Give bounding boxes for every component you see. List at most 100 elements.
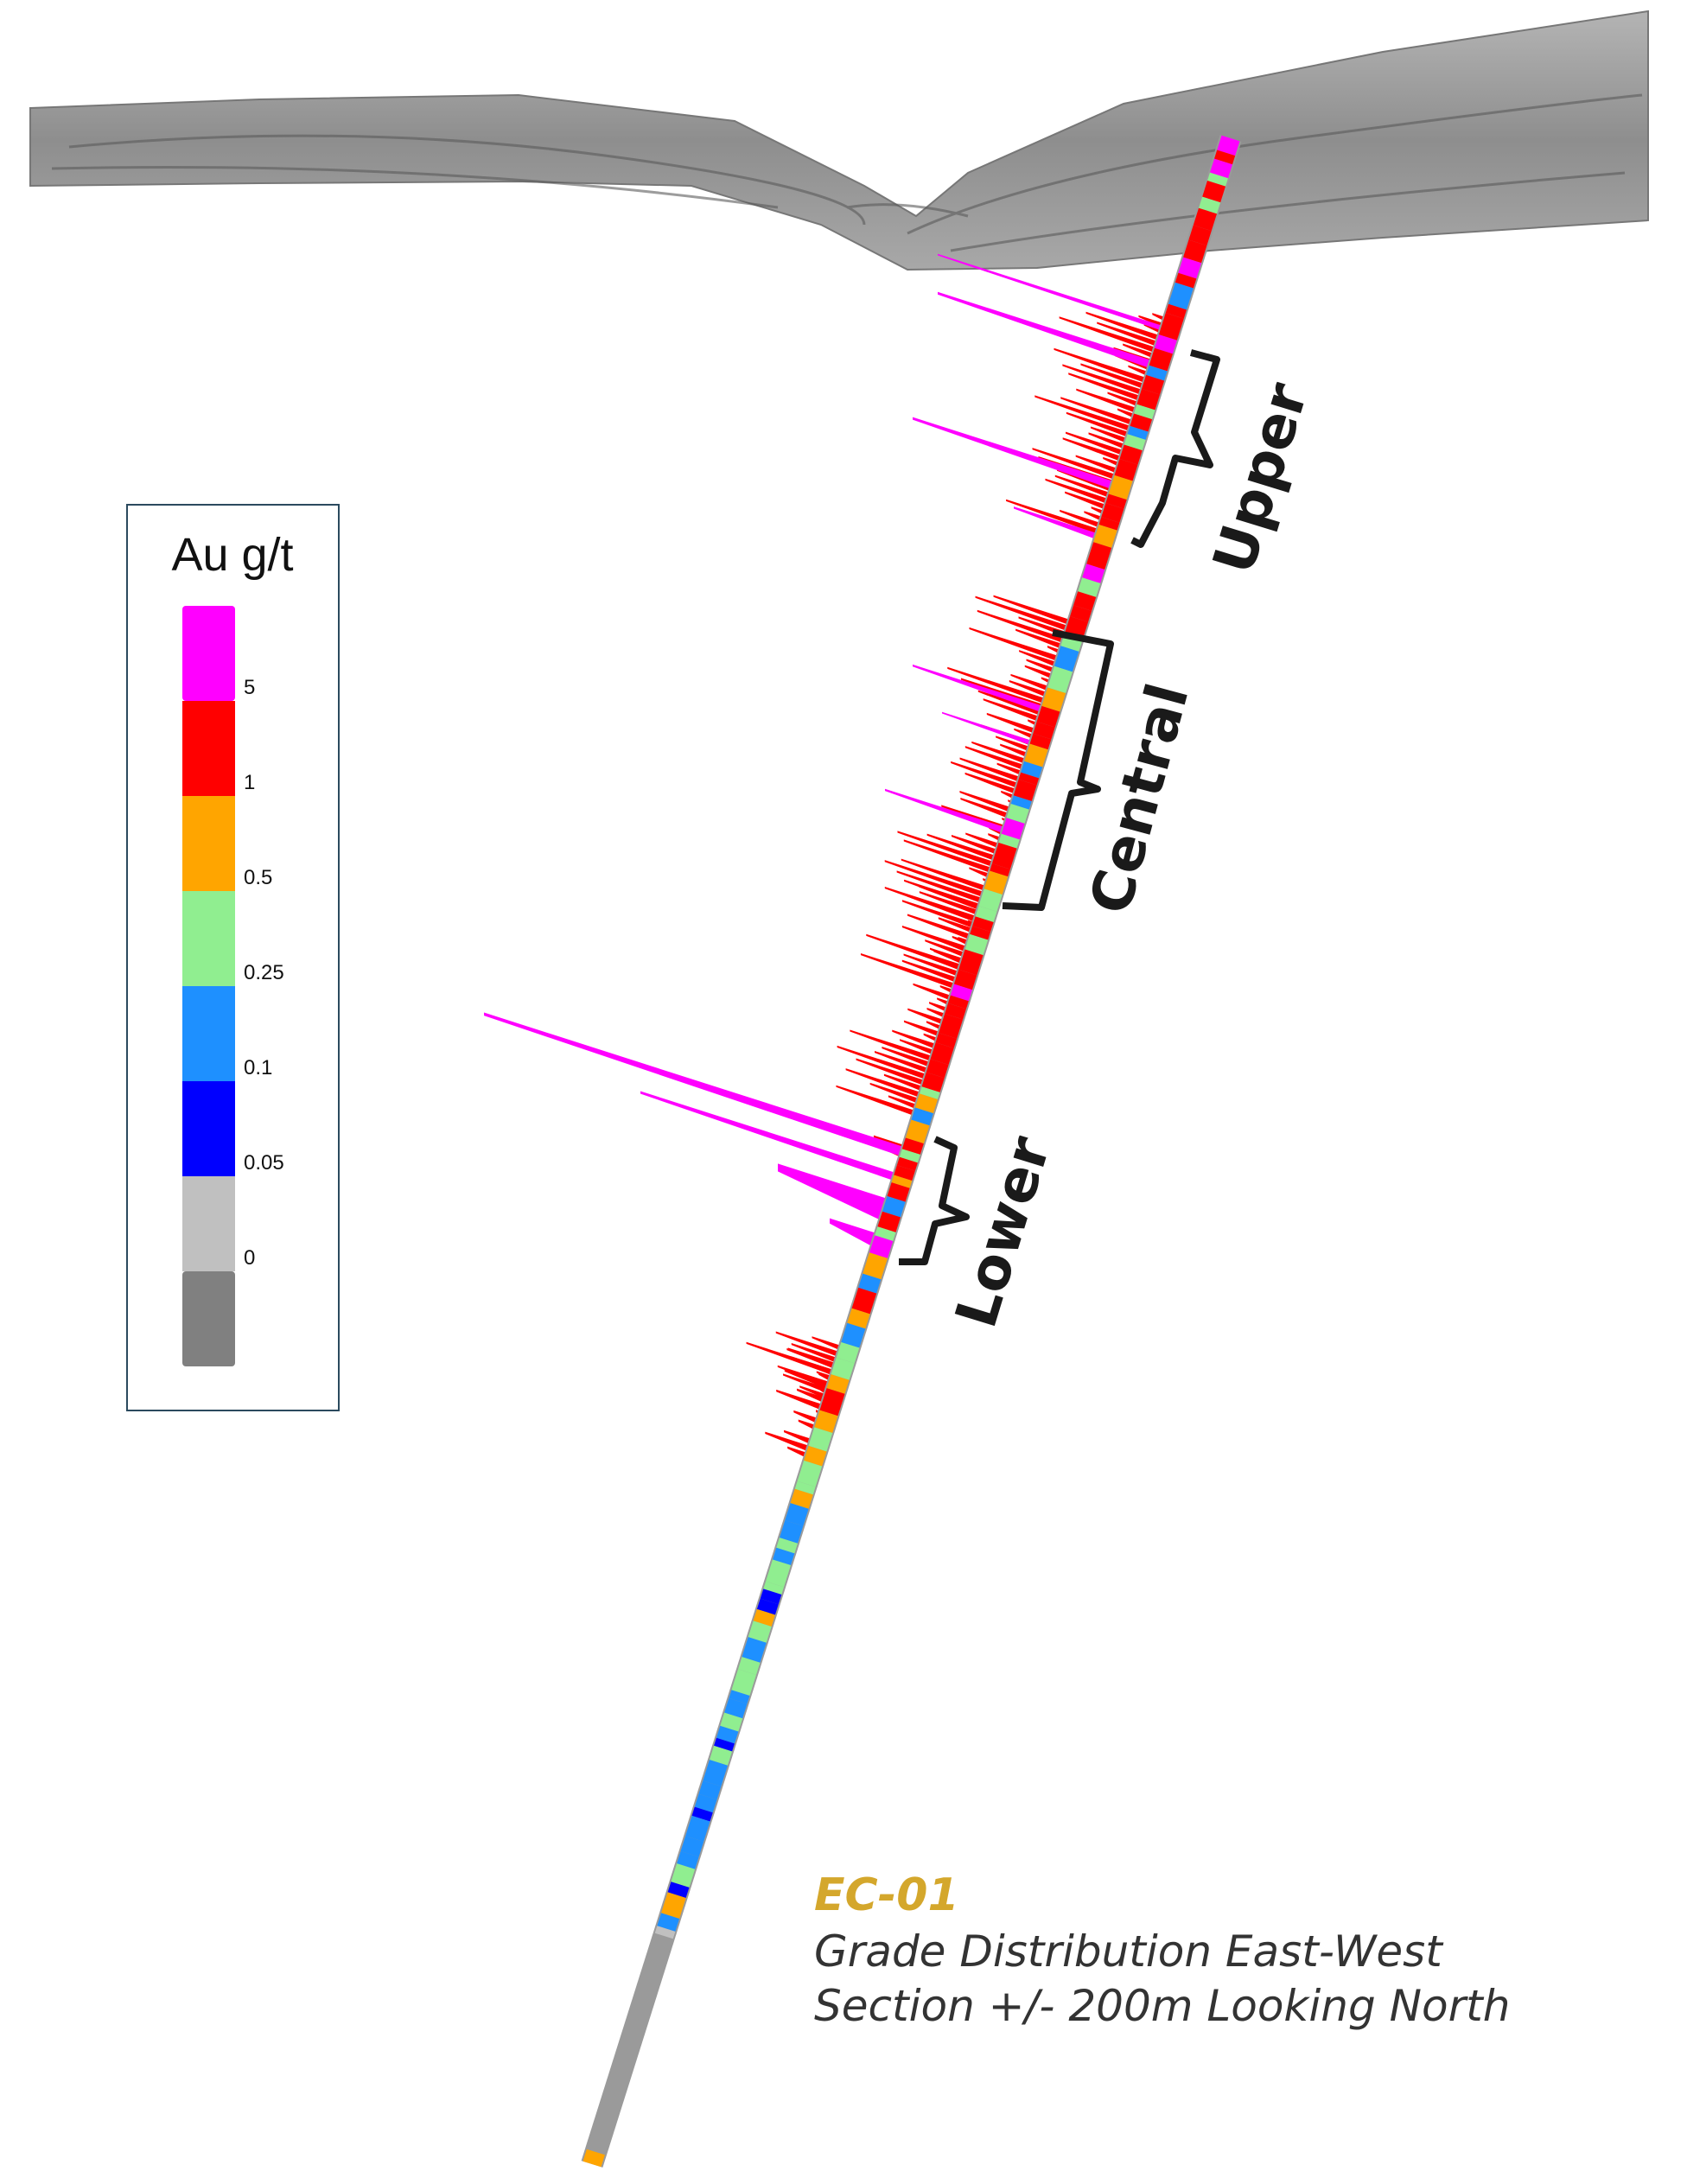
assay-bar: [913, 664, 1051, 716]
assay-bar: [1006, 499, 1107, 538]
drillhole-interval: [814, 1410, 838, 1433]
drillhole-interval: [698, 1780, 722, 1800]
drillhole-interval: [1217, 135, 1240, 156]
drillhole-interval: [1158, 312, 1184, 341]
drillhole-interval: [1070, 605, 1092, 622]
assay-bar: [1060, 397, 1142, 429]
drillhole-interval: [975, 906, 997, 922]
drillhole-interval: [1214, 150, 1236, 165]
assay-bar: [901, 900, 983, 932]
drillhole-interval: [776, 1538, 798, 1554]
caption-id: EC-01: [814, 1869, 959, 1921]
drillhole-interval: [724, 1697, 748, 1719]
drillhole-interval: [935, 1033, 958, 1048]
drillhole-interval: [680, 1836, 704, 1857]
drillhole-interval: [1154, 334, 1177, 354]
assay-bar: [901, 858, 995, 895]
assay-bar: [947, 666, 1054, 707]
drillhole-interval: [950, 984, 972, 1002]
drillhole-interval: [998, 833, 1020, 849]
caption-line: Section +/- 200m Looking North: [814, 1981, 1510, 2031]
legend-swatch: [182, 701, 235, 796]
drillhole-interval: [1105, 493, 1127, 509]
drillhole-interval: [654, 1926, 676, 1939]
drillhole-interval: [1082, 564, 1105, 583]
drillhole-interval: [1021, 761, 1043, 779]
drillhole-interval: [1036, 705, 1060, 728]
zone-brackets: [899, 349, 1220, 1265]
assay-bar: [850, 1029, 941, 1065]
drillhole-interval: [958, 949, 984, 976]
drillhole-interval: [720, 1712, 743, 1732]
assay-bar: [977, 690, 1050, 719]
drillhole-interval: [891, 1175, 913, 1188]
drillhole-interval: [930, 1042, 954, 1065]
terrain-texture: [51, 93, 1643, 252]
assay-bar: [964, 772, 1025, 798]
drillhole-interval: [1010, 795, 1032, 810]
zone-label: Upper: [1200, 375, 1321, 581]
assay-bar: [959, 791, 1020, 816]
drillhole: [581, 135, 1242, 2168]
assay-bar: [926, 833, 1004, 864]
drillhole-interval: [742, 1637, 767, 1663]
assay-bar: [952, 834, 1006, 858]
drillhole-interval: [731, 1669, 757, 1696]
assay-bar: [986, 712, 1044, 737]
drillhole-interval: [896, 1156, 918, 1171]
assay-bar: [938, 291, 1161, 372]
drillhole-interval: [729, 1690, 750, 1704]
drillhole-interval: [1168, 282, 1194, 310]
drillhole-interval: [984, 870, 1009, 895]
assay-bar: [1054, 474, 1118, 501]
assay-bar: [856, 1058, 933, 1089]
legend-colorbar: 5 1 0.5 0.25 0.1 0.05 0: [182, 606, 284, 1366]
assay-bar: [892, 1029, 945, 1053]
drillhole-interval: [819, 1388, 845, 1417]
drillhole-interval: [869, 1235, 894, 1258]
assay-bar: [960, 798, 1017, 822]
drillhole-interval: [1054, 646, 1079, 672]
drillhole-interval: [978, 888, 1003, 912]
drillhole-interval: [1202, 180, 1226, 203]
drillhole-interval: [763, 1581, 785, 1595]
drillhole-interval: [1018, 772, 1040, 786]
drillhole-interval: [1149, 347, 1173, 372]
drillhole-interval: [1029, 733, 1052, 750]
drillhole-interval: [661, 1892, 686, 1920]
assay-bar: [1062, 364, 1151, 398]
drillhole-interval: [877, 1211, 901, 1232]
drillhole-interval: [972, 916, 994, 933]
drillhole-interval: [911, 1107, 933, 1126]
zone-label: Lower: [943, 1129, 1064, 1335]
legend-swatch: [182, 606, 235, 701]
assay-bar: [1076, 388, 1145, 417]
drillhole-interval: [905, 1119, 930, 1144]
assay-bar: [925, 939, 974, 961]
assay-bar: [860, 953, 964, 992]
assay-bar: [1059, 316, 1164, 356]
bracket-central: [1002, 629, 1114, 911]
assay-bar: [1080, 363, 1153, 392]
assay-bar: [919, 891, 987, 919]
drillhole-interval: [921, 1072, 945, 1092]
assay-bar: [1045, 478, 1117, 507]
assay-bar: [903, 839, 1000, 876]
legend-swatch: [182, 1081, 235, 1176]
assay-bar: [913, 417, 1122, 493]
drillhole-interval: [894, 1165, 915, 1181]
drillhole-interval: [939, 1013, 964, 1039]
assay-bar: [1062, 437, 1130, 465]
assay-bar: [964, 746, 1033, 774]
bracket-lower: [899, 1136, 970, 1265]
drillhole-interval: [875, 1226, 896, 1241]
drillhole-interval: [1073, 591, 1097, 611]
legend-title: Au g/t: [171, 529, 293, 581]
legend-swatch: [182, 891, 235, 986]
drillhole-interval: [766, 1559, 791, 1588]
drillhole-interval: [677, 1850, 699, 1869]
assay-bar: [791, 1343, 846, 1366]
drillhole-interval: [714, 1737, 735, 1752]
assay-bar: [1034, 395, 1140, 435]
drillhole-interval: [1078, 577, 1101, 597]
